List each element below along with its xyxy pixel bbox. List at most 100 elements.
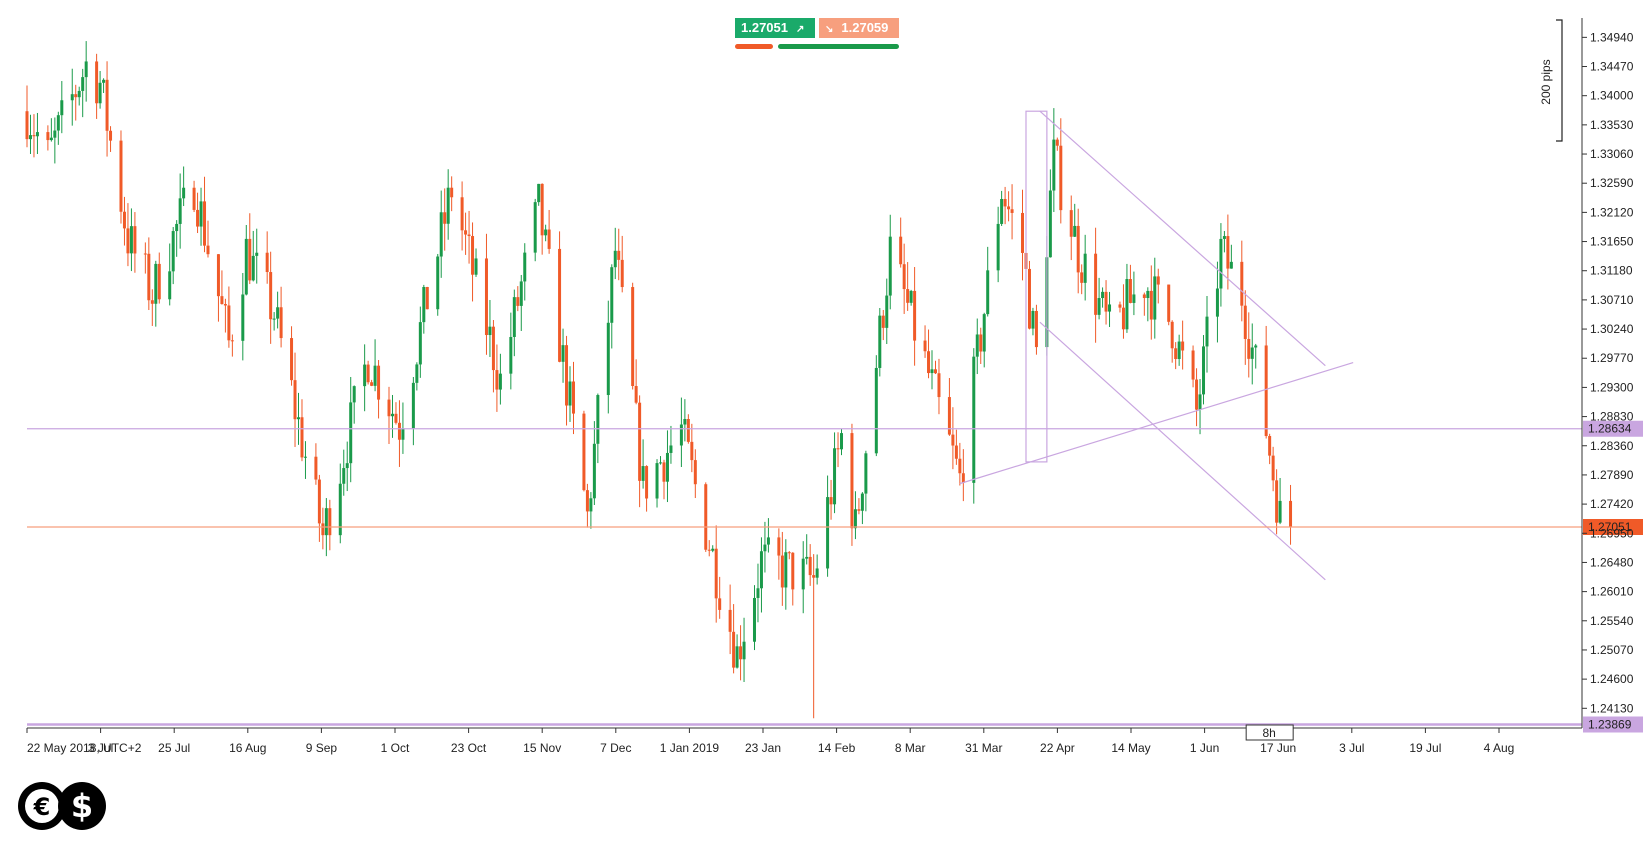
candle-body — [1278, 500, 1282, 523]
candle-body — [659, 462, 663, 464]
price-tick-label: 1.33060 — [1590, 147, 1634, 161]
bullish-candle — [1198, 379, 1202, 435]
price-tick-label: 1.28830 — [1590, 410, 1634, 424]
candle-body — [606, 322, 610, 396]
bearish-candle — [693, 449, 697, 499]
bullish-candle — [512, 289, 516, 357]
bullish-candle — [418, 306, 422, 378]
bullish-candle — [533, 198, 537, 262]
bullish-candle — [349, 376, 353, 483]
price-axis[interactable]: 1.34940 1.34470 1.34000 1.33530 1.33060 1.325… — [1581, 18, 1634, 728]
candle-body — [860, 493, 864, 511]
trendline-drawing[interactable] — [1039, 321, 1326, 581]
candle-body — [60, 100, 64, 116]
candle-body — [540, 183, 544, 236]
rectangle-drawing[interactable] — [1025, 110, 1048, 463]
bearish-candle — [314, 443, 318, 485]
level-price-tag — [1583, 716, 1643, 733]
price-tick-label: 1.29300 — [1590, 380, 1634, 394]
bearish-candle — [937, 358, 941, 415]
trendline-drawing[interactable] — [1039, 110, 1326, 367]
candle-body — [394, 413, 398, 423]
bullish-candle — [986, 246, 990, 317]
candle-body — [1174, 348, 1178, 360]
candle-body — [488, 326, 492, 336]
bid-price-button[interactable]: 1.27051 ↗ — [735, 18, 815, 38]
bullish-candle — [756, 563, 760, 623]
candle-body — [902, 264, 906, 290]
chart-plot-area — [27, 20, 1580, 728]
bearish-candle — [1268, 433, 1272, 465]
time-tick-label: 22 Apr — [1040, 741, 1075, 755]
horizontal-levels[interactable]: 1.28634 1.27051 1.23869 — [27, 420, 1643, 733]
bearish-candle — [467, 210, 471, 264]
candle-body — [947, 397, 951, 435]
candle-body — [582, 413, 586, 491]
trendline-drawing[interactable] — [959, 362, 1354, 485]
bearish-candle — [460, 181, 464, 251]
candle-body — [954, 445, 958, 459]
candle-body — [338, 483, 342, 536]
candle-body — [192, 187, 196, 210]
candle-body — [1247, 338, 1251, 359]
bullish-candle — [171, 227, 175, 285]
time-tick-label: 4 Aug — [1484, 741, 1515, 755]
svg-text:€: € — [33, 793, 51, 821]
candle-body — [833, 448, 837, 505]
price-tick-label: 1.26010 — [1590, 585, 1634, 599]
candle-body — [596, 395, 600, 444]
candle-body — [126, 228, 130, 254]
candle-body — [446, 187, 450, 224]
bearish-candle — [558, 231, 562, 363]
bearish-candle — [32, 114, 36, 158]
candle-body — [28, 135, 32, 140]
bearish-candle — [620, 235, 624, 293]
ask-price-button[interactable]: ↘ 1.27059 — [819, 18, 899, 38]
candle-body — [777, 537, 781, 556]
bearish-candle — [122, 196, 126, 246]
price-tick-label: 1.29770 — [1590, 351, 1634, 365]
candle-body — [182, 187, 186, 199]
bullish-candle — [544, 224, 548, 242]
time-tick-label: 15 Nov — [523, 741, 561, 755]
candle-body — [864, 453, 868, 494]
candle-body — [46, 132, 50, 141]
bearish-candle — [1240, 240, 1244, 322]
bullish-candle — [610, 264, 614, 349]
candle-body — [756, 588, 760, 598]
bullish-candle — [655, 459, 659, 508]
timeframe-tag[interactable] — [1245, 724, 1294, 741]
candle-body — [1076, 225, 1080, 273]
bearish-candle — [690, 423, 694, 473]
candle-body — [558, 248, 562, 362]
drawing-objects[interactable] — [959, 110, 1354, 581]
bearish-candle — [425, 286, 429, 310]
candle-body — [443, 212, 447, 224]
bearish-candle — [25, 85, 29, 148]
candle-body — [255, 252, 259, 256]
candle-body — [1108, 304, 1112, 312]
price-tick-label: 1.27890 — [1590, 468, 1634, 482]
time-axis[interactable]: 22 May 2018, UTC+23 Jul 25 Jul 16 Aug 9 Sep… — [26, 724, 1582, 755]
candle-body — [805, 556, 809, 559]
bearish-candle — [631, 282, 635, 390]
bullish-candle — [498, 353, 502, 405]
candle-body — [982, 314, 986, 352]
candle-body — [1205, 316, 1209, 347]
candle-body — [613, 250, 617, 268]
candle-body — [1021, 212, 1025, 253]
candle-body — [436, 256, 440, 310]
candle-body — [679, 424, 683, 446]
candle-body — [906, 289, 910, 303]
bearish-candle — [328, 499, 332, 551]
bullish-candle — [1108, 291, 1112, 327]
price-tick-label: 1.34000 — [1590, 89, 1634, 103]
bearish-candle — [46, 125, 50, 151]
candle-body — [544, 229, 548, 236]
bullish-candle — [168, 243, 172, 306]
candle-body — [484, 258, 488, 336]
candle-body — [752, 597, 756, 642]
bullish-candle — [853, 491, 857, 540]
candle-body — [808, 556, 812, 576]
